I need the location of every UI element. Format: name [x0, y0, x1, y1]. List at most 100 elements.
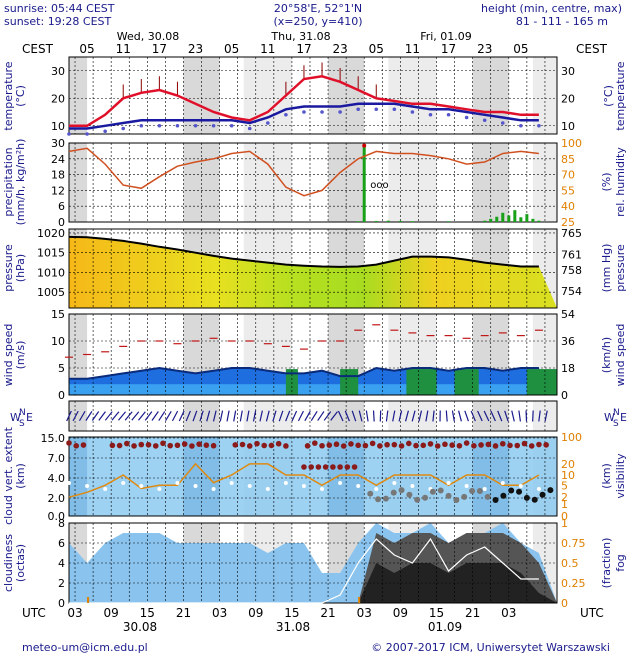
cloud-dot-dark: [429, 488, 436, 495]
wind-strong-band: [526, 369, 557, 395]
humidity-tick-right: 25: [561, 216, 575, 229]
wind-arrow: [337, 410, 344, 422]
precip-tick-left: 12: [51, 184, 65, 197]
top-timezone-right: CEST: [576, 42, 608, 56]
wind-arrow: [151, 411, 159, 421]
wind-strong-band: [454, 369, 479, 395]
cloud-dot-mid: [315, 464, 322, 470]
cloud-dot-high: [109, 442, 116, 449]
cloud-dot-dark: [422, 494, 429, 501]
day-band: [388, 401, 437, 431]
dew-dot: [320, 110, 324, 114]
night-band: [328, 437, 365, 516]
compass-e-right: E: [620, 411, 627, 424]
wind-arrow: [497, 410, 503, 422]
cloud-low-fill: [69, 563, 557, 603]
cloud-dot-high: [319, 442, 325, 449]
wind-arrow: [404, 410, 409, 422]
wind-arrow: [111, 411, 120, 421]
cloud-dot-low: [500, 481, 505, 485]
humidity-tick-right: 40: [561, 200, 575, 213]
dew-dot: [302, 110, 306, 114]
dew-dot: [338, 110, 342, 114]
compass-n-right: N: [613, 408, 620, 418]
precip-bar: [507, 215, 511, 222]
cloud-dot-low: [392, 481, 397, 485]
cloud-dot-high: [340, 443, 347, 449]
wind-arrow: [451, 410, 455, 422]
cloud-dot-high: [528, 443, 535, 449]
cloud-dot-dark: [523, 494, 530, 501]
cloud-dot-high: [254, 440, 260, 447]
bottom-hour-label: 03: [212, 606, 227, 620]
cloud-dot-dark: [484, 493, 491, 500]
night-band: [472, 143, 509, 222]
cloud-dot-low: [338, 481, 343, 485]
wind-arrow: [317, 411, 325, 421]
dew-dot: [193, 123, 198, 128]
wind-arrow: [291, 410, 298, 422]
dew-dot: [374, 107, 379, 112]
night-band: [328, 143, 365, 222]
height-label: height (min, centre, max): [481, 2, 622, 15]
cloud-dot-high: [167, 442, 174, 449]
dew-dot: [392, 107, 397, 112]
precip-bar: [537, 220, 541, 222]
visibility-line: [68, 462, 540, 498]
bottom-hour-label: 09: [248, 606, 263, 620]
precip-tick-left: 24: [51, 153, 65, 166]
wind-arrow: [425, 410, 429, 422]
cloud-dot-dark: [539, 491, 546, 498]
wind-arrow: [239, 410, 243, 422]
bottom-timezone-left: UTC: [22, 606, 46, 620]
cloud-dot-low: [175, 481, 180, 485]
cloud-dot-high: [116, 442, 123, 449]
panel-border: [68, 436, 558, 517]
precip-tick-left: 18: [51, 169, 65, 182]
wind-arrow: [392, 410, 396, 422]
wind-arrow: [171, 410, 179, 422]
cloud-dot-low: [320, 487, 325, 491]
dew-dot: [482, 118, 487, 123]
cloud-dot-high: [398, 443, 405, 449]
dew-dot: [266, 121, 270, 125]
temp-axis-unit-right: (°C): [602, 85, 615, 107]
cloud-dot-dark: [500, 492, 507, 499]
precip-bar: [374, 220, 378, 222]
height-values: 81 - 111 - 165 m: [516, 15, 608, 28]
dew-dot: [157, 123, 162, 128]
copyright-text: © 2007-2017 ICM, Uniwersytet Warszawski: [371, 641, 610, 654]
bottom-hour-label: 03: [67, 606, 82, 620]
fog-marker: [358, 597, 361, 603]
visibility-tick-right: 0: [561, 510, 568, 523]
contact-email[interactable]: meteo-um@icm.edu.pl: [22, 641, 148, 654]
cloud-dot-high: [485, 441, 492, 448]
visibility-tick-right: 1: [561, 498, 568, 511]
cloud-dot-low: [464, 484, 469, 488]
night-band: [183, 437, 220, 516]
cloud-dot-high: [261, 442, 268, 449]
pressure-tick-right: 758: [561, 264, 582, 277]
cloud-dot-dark: [516, 488, 523, 495]
humidity-line: [68, 147, 539, 197]
humidity-axis-label: rel. humidity: [614, 147, 627, 217]
visibility-axis-label: visibility: [614, 453, 627, 499]
wind-arrow: [165, 410, 172, 422]
wind-arrow: [246, 410, 250, 422]
precip-axis-unit: (mm/h, kg/m²h): [14, 139, 27, 226]
wind-arrow: [226, 410, 230, 422]
day-band: [532, 143, 557, 222]
precip-bar: [531, 218, 535, 222]
top-hour-label: 11: [260, 42, 275, 56]
cloud-dot-high: [427, 441, 434, 447]
temp-tick-right: 30: [561, 65, 575, 78]
cloud-dot-high: [152, 443, 159, 449]
visibility-tick-right: 20: [561, 458, 575, 471]
wind-arrow: [212, 410, 217, 422]
night-band: [69, 437, 88, 516]
wind-arrow: [72, 410, 79, 422]
fog-axis-label: fog: [614, 554, 627, 572]
dew-dot: [103, 129, 107, 134]
wind-axis-label-right: wind speed: [614, 324, 627, 387]
cloud-dot-mid: [322, 464, 329, 470]
